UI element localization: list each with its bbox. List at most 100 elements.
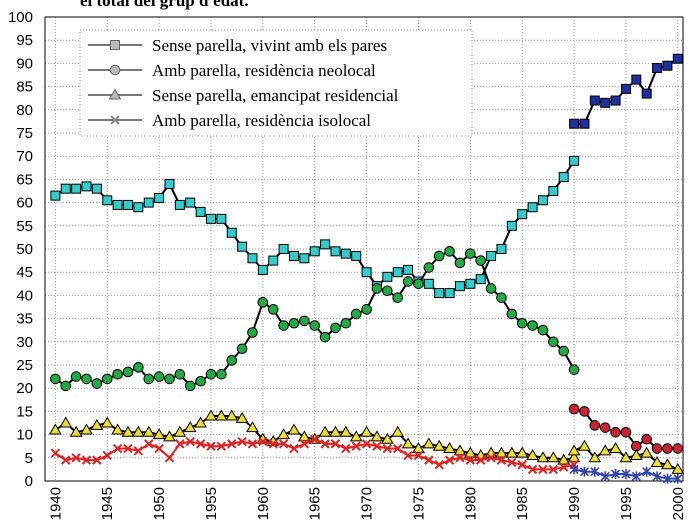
- marker: [662, 60, 673, 71]
- marker: [133, 202, 144, 213]
- x-tick-label: 1960: [255, 487, 272, 520]
- legend: Sense parella, vivint amb els pares Amb p…: [79, 29, 473, 137]
- marker: [299, 253, 310, 264]
- marker: [49, 423, 62, 435]
- marker: [642, 466, 652, 477]
- marker: [620, 83, 631, 94]
- marker: [673, 473, 683, 484]
- marker: [164, 179, 175, 190]
- marker: [142, 425, 156, 437]
- x-tick-label: 2000: [670, 487, 687, 520]
- marker: [558, 462, 569, 472]
- marker: [237, 436, 247, 447]
- marker: [558, 172, 569, 183]
- marker: [641, 433, 652, 445]
- marker: [50, 190, 61, 201]
- marker: [152, 428, 166, 440]
- marker: [422, 437, 436, 449]
- marker: [423, 262, 435, 273]
- x-tick-label: 1970: [359, 487, 376, 520]
- y-tick-label: 60: [16, 195, 33, 212]
- y-tick-label: 15: [16, 403, 33, 420]
- marker: [516, 317, 528, 329]
- marker: [620, 426, 632, 438]
- legend-label: Amb parella, residència isolocal: [152, 111, 371, 130]
- marker: [600, 97, 611, 108]
- marker: [237, 241, 248, 252]
- marker: [579, 466, 590, 477]
- marker: [444, 455, 455, 465]
- marker: [195, 206, 206, 217]
- marker: [569, 118, 580, 129]
- marker: [71, 453, 81, 463]
- x-tick-label: 1990: [566, 487, 583, 520]
- y-tick-label: 0: [25, 473, 33, 490]
- marker: [453, 444, 467, 456]
- marker: [102, 450, 112, 461]
- marker: [629, 448, 643, 460]
- marker: [319, 331, 331, 343]
- marker: [227, 439, 237, 449]
- marker: [299, 439, 310, 449]
- marker: [235, 411, 249, 423]
- marker: [569, 464, 579, 475]
- marker: [112, 443, 123, 454]
- marker: [412, 442, 425, 454]
- marker: [70, 371, 82, 382]
- marker: [185, 197, 196, 208]
- marker: [598, 444, 612, 456]
- x-tick-label: 1940: [47, 487, 64, 520]
- marker: [611, 469, 621, 480]
- marker: [650, 455, 664, 467]
- marker: [619, 451, 633, 463]
- marker: [173, 425, 187, 437]
- marker: [236, 343, 248, 355]
- marker: [621, 469, 631, 480]
- marker: [121, 425, 135, 437]
- marker: [506, 308, 518, 320]
- marker: [361, 304, 372, 315]
- marker: [205, 368, 217, 380]
- marker: [569, 155, 580, 166]
- y-tick-label: 85: [16, 79, 33, 96]
- marker: [164, 373, 175, 385]
- marker: [372, 441, 382, 451]
- marker: [485, 283, 497, 294]
- marker: [392, 267, 403, 278]
- marker: [80, 423, 93, 435]
- marker: [527, 202, 538, 213]
- marker: [548, 186, 559, 196]
- x-tick-label: 1980: [462, 487, 479, 520]
- marker: [143, 197, 154, 208]
- marker: [370, 430, 384, 442]
- marker: [475, 255, 487, 266]
- marker: [133, 446, 144, 456]
- marker: [517, 209, 528, 220]
- x-tick-label: 1965: [307, 487, 324, 520]
- marker: [506, 220, 517, 231]
- marker: [268, 255, 279, 266]
- x-tick-label: 1975: [410, 487, 427, 520]
- marker: [131, 425, 145, 437]
- marker: [360, 425, 373, 437]
- marker: [122, 366, 134, 378]
- marker: [465, 248, 476, 259]
- marker: [163, 430, 176, 442]
- marker: [153, 371, 165, 382]
- marker: [507, 457, 517, 468]
- marker: [557, 453, 571, 465]
- marker: [81, 455, 92, 465]
- marker: [672, 53, 683, 64]
- marker: [258, 436, 268, 447]
- marker: [204, 409, 218, 421]
- y-tick-label: 80: [16, 102, 33, 119]
- marker: [309, 320, 321, 331]
- marker: [444, 288, 455, 299]
- legend-marker: [108, 88, 122, 100]
- marker: [515, 446, 529, 458]
- marker: [91, 378, 103, 389]
- marker: [382, 271, 393, 282]
- marker: [195, 375, 206, 387]
- marker: [91, 183, 102, 194]
- marker: [589, 420, 601, 431]
